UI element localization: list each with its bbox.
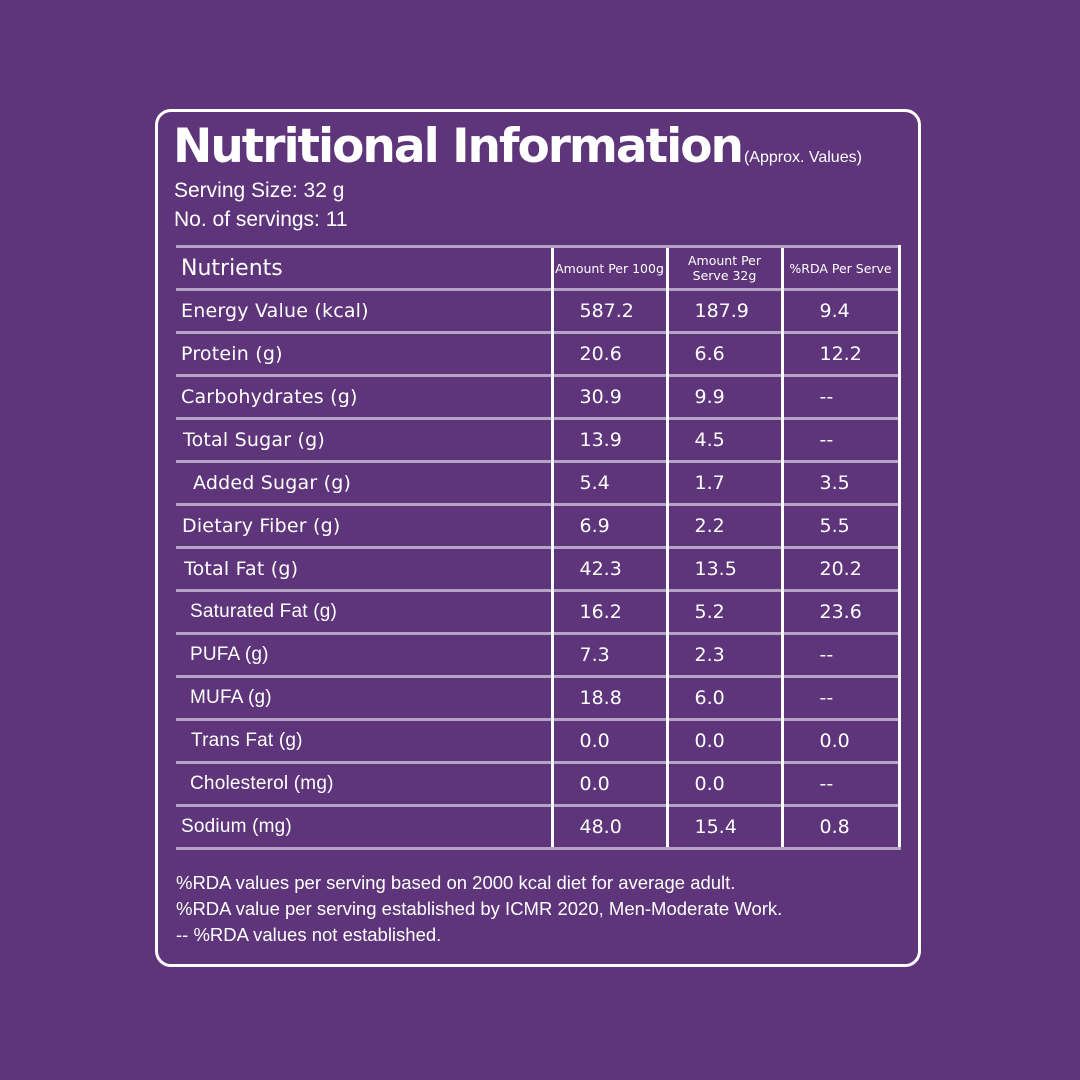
rda-per-serve: 0.0: [780, 718, 901, 763]
nutrient-name: Saturated Fat (g): [176, 589, 552, 634]
table-row: PUFA (g) 7.3 2.3 --: [176, 632, 901, 677]
nutrient-name: PUFA (g): [176, 632, 552, 677]
serving-size: Serving Size: 32 g: [174, 179, 345, 202]
rda-per-serve: 20.2: [780, 546, 901, 591]
amount-per-100g: 42.3: [550, 546, 667, 591]
rda-per-serve: 0.8: [780, 804, 901, 850]
rda-per-serve: --: [780, 632, 901, 677]
rda-per-serve: 3.5: [780, 460, 901, 505]
amount-per-100g: 18.8: [550, 675, 667, 720]
amount-per-serve: 0.0: [665, 761, 782, 806]
nutrient-name: Cholesterol (mg): [176, 761, 552, 806]
table-row: Carbohydrates (g) 30.9 9.9 --: [176, 374, 901, 419]
nutrient-name: Trans Fat (g): [176, 718, 552, 763]
nutrient-name: Carbohydrates (g): [176, 374, 552, 419]
nutrient-name: Total Fat (g): [176, 546, 552, 591]
amount-per-serve: 2.2: [665, 503, 782, 548]
amount-per-100g: 5.4: [550, 460, 667, 505]
rda-per-serve: 9.4: [780, 288, 901, 333]
amount-per-100g: 7.3: [550, 632, 667, 677]
table-header-row: Nutrients Amount Per 100g Amount Per Ser…: [176, 245, 901, 290]
title-row: Nutritional Information (Approx. Values): [173, 118, 862, 176]
footnotes: %RDA values per serving based on 2000 kc…: [176, 870, 782, 948]
amount-per-serve: 6.6: [665, 331, 782, 376]
table-row: Energy Value (kcal) 587.2 187.9 9.4: [176, 288, 901, 333]
amount-per-100g: 20.6: [550, 331, 667, 376]
servings-count: No. of servings: 11: [174, 208, 348, 231]
nutrition-table: Nutrients Amount Per 100g Amount Per Ser…: [176, 245, 901, 850]
amount-per-serve: 13.5: [665, 546, 782, 591]
nutrition-panel: [155, 109, 921, 967]
rda-per-serve: --: [780, 761, 901, 806]
footnote: %RDA values per serving based on 2000 kc…: [176, 872, 736, 893]
amount-per-100g: 587.2: [550, 288, 667, 333]
title-note: (Approx. Values): [743, 149, 862, 166]
footnote: -- %RDA values not established.: [176, 924, 442, 945]
header-rda: %RDA Per Serve: [780, 245, 901, 290]
table-row: MUFA (g) 18.8 6.0 --: [176, 675, 901, 720]
amount-per-100g: 13.9: [550, 417, 667, 462]
amount-per-serve: 4.5: [665, 417, 782, 462]
table-row: Sodium (mg) 48.0 15.4 0.8: [176, 804, 901, 850]
table-row: Total Fat (g) 42.3 13.5 20.2: [176, 546, 901, 591]
table-row: Trans Fat (g) 0.0 0.0 0.0: [176, 718, 901, 763]
amount-per-serve: 1.7: [665, 460, 782, 505]
nutrient-name: Total Sugar (g): [176, 417, 552, 462]
nutrient-name: Protein (g): [176, 331, 552, 376]
nutrient-name: Energy Value (kcal): [176, 288, 552, 333]
table-row: Added Sugar (g) 5.4 1.7 3.5: [176, 460, 901, 505]
nutrient-name: Added Sugar (g): [176, 460, 552, 505]
amount-per-serve: 0.0: [665, 718, 782, 763]
header-per-100g: Amount Per 100g: [550, 245, 667, 290]
nutrient-name: Dietary Fiber (g): [176, 503, 552, 548]
amount-per-serve: 2.3: [665, 632, 782, 677]
amount-per-100g: 16.2: [550, 589, 667, 634]
amount-per-serve: 15.4: [665, 804, 782, 850]
rda-per-serve: 12.2: [780, 331, 901, 376]
header-nutrients: Nutrients: [176, 245, 552, 290]
amount-per-100g: 30.9: [550, 374, 667, 419]
table-row: Total Sugar (g) 13.9 4.5 --: [176, 417, 901, 462]
header-per-serve: Amount Per Serve 32g: [665, 245, 782, 290]
amount-per-100g: 6.9: [550, 503, 667, 548]
table-row: Protein (g) 20.6 6.6 12.2: [176, 331, 901, 376]
nutrient-name: MUFA (g): [176, 675, 552, 720]
table-row: Dietary Fiber (g) 6.9 2.2 5.5: [176, 503, 901, 548]
amount-per-serve: 5.2: [665, 589, 782, 634]
nutrient-name: Sodium (mg): [176, 804, 552, 850]
amount-per-100g: 0.0: [550, 718, 667, 763]
rda-per-serve: --: [780, 374, 901, 419]
amount-per-serve: 187.9: [665, 288, 782, 333]
footnote: %RDA value per serving established by IC…: [176, 898, 783, 919]
table-row: Saturated Fat (g) 16.2 5.2 23.6: [176, 589, 901, 634]
amount-per-serve: 9.9: [665, 374, 782, 419]
rda-per-serve: 5.5: [780, 503, 901, 548]
amount-per-100g: 0.0: [550, 761, 667, 806]
rda-per-serve: --: [780, 675, 901, 720]
amount-per-serve: 6.0: [665, 675, 782, 720]
page-title: Nutritional Information: [173, 119, 744, 174]
rda-per-serve: --: [780, 417, 901, 462]
table-row: Cholesterol (mg) 0.0 0.0 --: [176, 761, 901, 806]
amount-per-100g: 48.0: [550, 804, 667, 850]
rda-per-serve: 23.6: [780, 589, 901, 634]
